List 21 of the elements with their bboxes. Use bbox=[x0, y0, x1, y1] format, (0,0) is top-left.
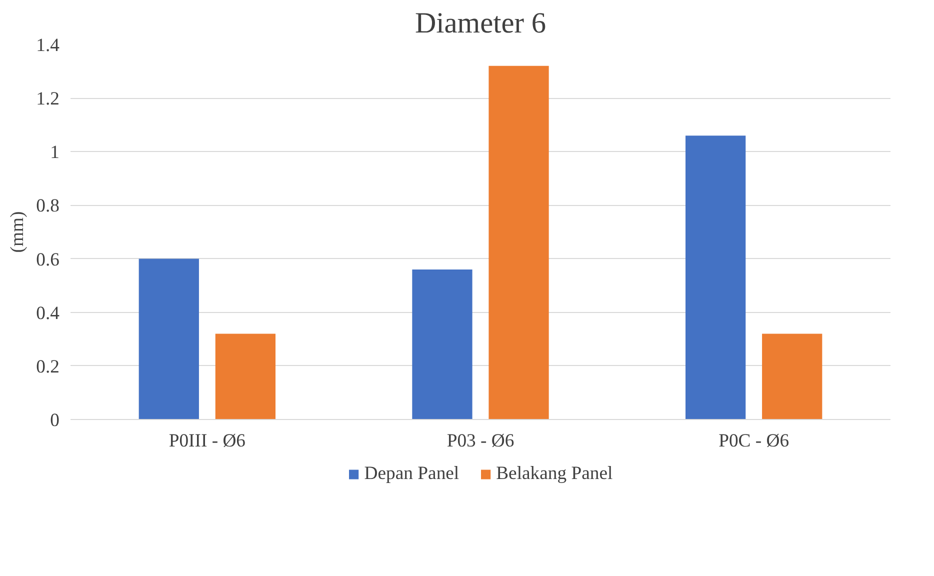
y-tick-label: 0 bbox=[50, 410, 60, 431]
bar bbox=[215, 334, 276, 420]
y-tick-label: 0.8 bbox=[36, 196, 60, 217]
bar bbox=[686, 136, 746, 420]
y-tick-label: 0.6 bbox=[36, 249, 60, 270]
chart-title: Diameter 6 bbox=[414, 8, 546, 40]
y-tick-label: 1 bbox=[50, 142, 60, 164]
y-tick-label: 1.2 bbox=[36, 88, 60, 110]
x-tick-label: P03 - Ø6 bbox=[446, 430, 514, 452]
legend-label: Belakang Panel bbox=[496, 463, 613, 485]
y-tick-label: 1.4 bbox=[36, 35, 60, 56]
y-tick-label: 0.2 bbox=[36, 356, 60, 378]
legend-label: Depan Panel bbox=[364, 463, 460, 485]
bar bbox=[412, 270, 472, 420]
bar bbox=[488, 66, 549, 420]
bar bbox=[762, 334, 822, 420]
y-tick-label: 0.4 bbox=[36, 302, 60, 324]
x-tick-label: P0III - Ø6 bbox=[168, 430, 246, 452]
y-axis-title: (mm) bbox=[7, 211, 28, 253]
x-tick-label: P0C - Ø6 bbox=[718, 430, 790, 452]
bar bbox=[138, 258, 199, 420]
